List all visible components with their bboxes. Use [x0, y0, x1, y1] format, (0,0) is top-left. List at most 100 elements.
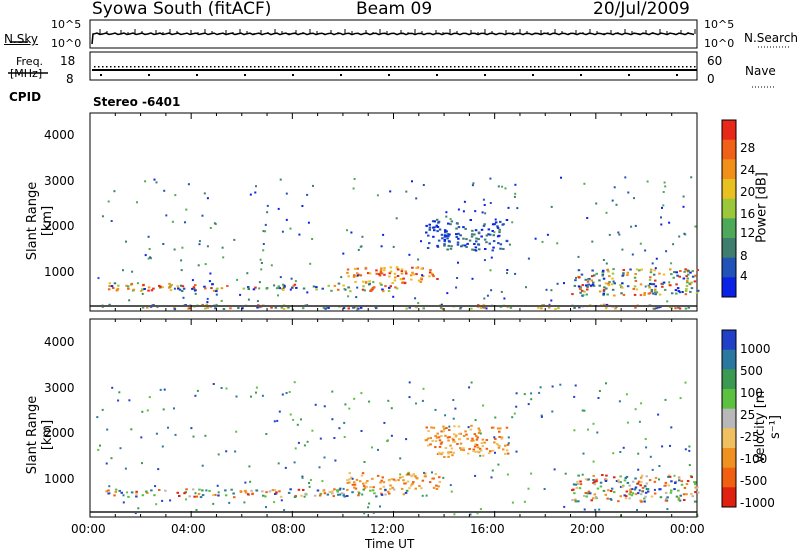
heatmap-cell	[124, 467, 127, 470]
heatmap-cell	[173, 407, 175, 410]
heatmap-cell	[602, 489, 606, 492]
heatmap-cell	[426, 437, 430, 440]
heatmap-cell	[376, 194, 379, 197]
heatmap-cell	[505, 449, 509, 452]
power-heatmap	[90, 176, 700, 311]
velocity-cbar-tick: 1000	[740, 342, 771, 356]
heatmap-cell	[399, 278, 403, 281]
heatmap-cell	[470, 233, 474, 236]
heatmap-cell	[653, 307, 656, 310]
heatmap-cell	[369, 486, 372, 489]
heatmap-cell	[209, 227, 212, 229]
heatmap-cell	[464, 244, 467, 247]
heatmap-cell	[338, 427, 341, 430]
heatmap-cell	[193, 495, 196, 498]
power-cbar-tick: 12	[740, 226, 756, 240]
heatmap-cell	[686, 281, 689, 284]
nave-dot	[146, 66, 148, 68]
heatmap-cell	[343, 288, 346, 290]
nave-dip	[148, 74, 150, 76]
heatmap-cell	[438, 445, 442, 448]
heatmap-cell	[249, 193, 252, 196]
heatmap-cell	[638, 489, 641, 492]
heatmap-cell	[407, 472, 410, 475]
heatmap-cell	[602, 277, 606, 280]
heatmap-cell	[346, 268, 350, 271]
heatmap-cell	[472, 450, 475, 453]
heatmap-cell	[633, 197, 635, 200]
heatmap-cell	[319, 492, 323, 495]
heatmap-cell	[603, 286, 606, 289]
power-cbar-tick: 4	[740, 269, 748, 283]
heatmap-cell	[578, 487, 582, 490]
nave-dot	[290, 66, 292, 68]
heatmap-cell	[624, 176, 627, 179]
heatmap-cell	[323, 456, 326, 459]
heatmap-cell	[297, 488, 301, 491]
heatmap-cell	[139, 290, 143, 292]
heatmap-cell	[428, 481, 432, 484]
heatmap-cell	[432, 275, 435, 278]
heatmap-cell	[505, 219, 509, 221]
heatmap-cell	[415, 402, 417, 405]
heatmap-cell	[677, 497, 681, 500]
heatmap-cell	[661, 206, 663, 209]
heatmap-cell	[295, 286, 298, 289]
heatmap-cell	[359, 274, 363, 277]
heatmap-cell	[181, 285, 185, 288]
heatmap-cell	[591, 283, 595, 286]
heatmap-cell	[387, 289, 391, 292]
heatmap-cell	[523, 393, 526, 396]
heatmap-cell	[356, 308, 359, 311]
heatmap-cell	[270, 306, 273, 309]
heatmap-cell	[337, 493, 340, 496]
heatmap-cell	[446, 248, 449, 251]
heatmap-cell	[173, 308, 177, 311]
heatmap-cell	[511, 416, 514, 419]
heatmap-cell	[442, 476, 445, 479]
heatmap-cell	[371, 489, 375, 492]
heatmap-cell	[694, 491, 697, 494]
heatmap-cell	[641, 490, 644, 493]
nave-dip	[676, 74, 678, 76]
heatmap-cell	[674, 307, 677, 310]
heatmap-cell	[443, 456, 446, 458]
heatmap-cell	[122, 269, 124, 272]
heatmap-cell	[683, 270, 686, 273]
heatmap-cell	[430, 426, 433, 429]
heatmap-cell	[484, 248, 487, 250]
heatmap-cell	[503, 297, 506, 300]
heatmap-cell	[348, 481, 351, 484]
heatmap-cell	[634, 477, 637, 480]
heatmap-cell	[436, 244, 439, 247]
nave-dot	[226, 66, 228, 68]
heatmap-cell	[405, 272, 408, 275]
velocity-cbar-tick: 500	[740, 364, 763, 378]
heatmap-cell	[654, 293, 657, 296]
cpid-label: CPID	[9, 90, 42, 104]
heatmap-cell	[477, 231, 481, 234]
heatmap-cell	[592, 422, 595, 425]
heatmap-cell	[679, 494, 682, 497]
heatmap-cell	[289, 227, 292, 230]
heatmap-cell	[342, 494, 345, 497]
heatmap-cell	[683, 499, 686, 501]
heatmap-cell	[302, 489, 305, 491]
heatmap-cell	[399, 457, 402, 460]
heatmap-cell	[438, 480, 441, 483]
heatmap-cell	[644, 491, 648, 494]
velocity-cbar-tick: -100	[740, 452, 768, 466]
heatmap-cell	[379, 270, 383, 273]
heatmap-cell	[351, 483, 355, 486]
nave-dip	[244, 74, 246, 76]
heatmap-cell	[353, 486, 356, 489]
heatmap-cell	[379, 282, 382, 285]
heatmap-cell	[340, 276, 343, 279]
heatmap-cell	[580, 273, 584, 276]
heatmap-cell	[141, 306, 145, 309]
heatmap-cell	[470, 307, 473, 310]
heatmap-cell	[487, 452, 491, 455]
heatmap-cell	[449, 444, 452, 447]
heatmap-cell	[235, 430, 238, 433]
heatmap-cell	[369, 289, 373, 292]
